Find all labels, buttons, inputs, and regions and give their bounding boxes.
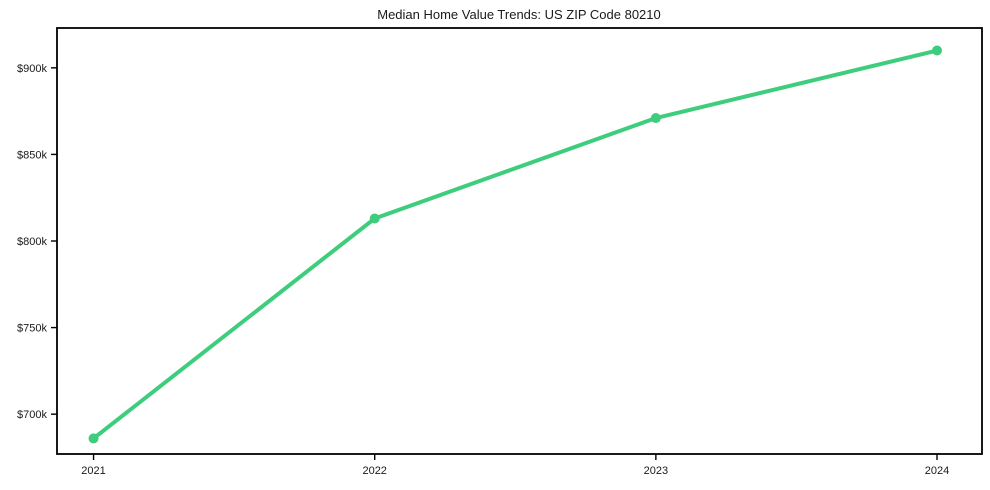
y-tick-label: $900k [17, 63, 47, 75]
x-tick-label: 2021 [81, 465, 105, 477]
data-point-marker [369, 213, 380, 224]
y-tick-label: $750k [17, 323, 47, 335]
x-tick-label: 2022 [362, 465, 386, 477]
data-point-marker [932, 45, 943, 56]
y-tick-label: $850k [17, 149, 47, 161]
y-tick-label: $700k [17, 409, 47, 421]
plot-area: $700k $750k $800k $850k $900k 2021 2022 2023 202… [17, 27, 983, 477]
y-tick-label: $800k [17, 236, 47, 248]
plot-border [56, 27, 983, 455]
data-point-marker [88, 433, 99, 444]
x-tick-label: 2024 [925, 465, 949, 477]
trend-line [91, 48, 940, 441]
chart-title: Median Home Value Trends: US ZIP Code 80… [377, 7, 661, 22]
x-tick-label: 2023 [644, 465, 668, 477]
data-point-marker [650, 113, 661, 124]
